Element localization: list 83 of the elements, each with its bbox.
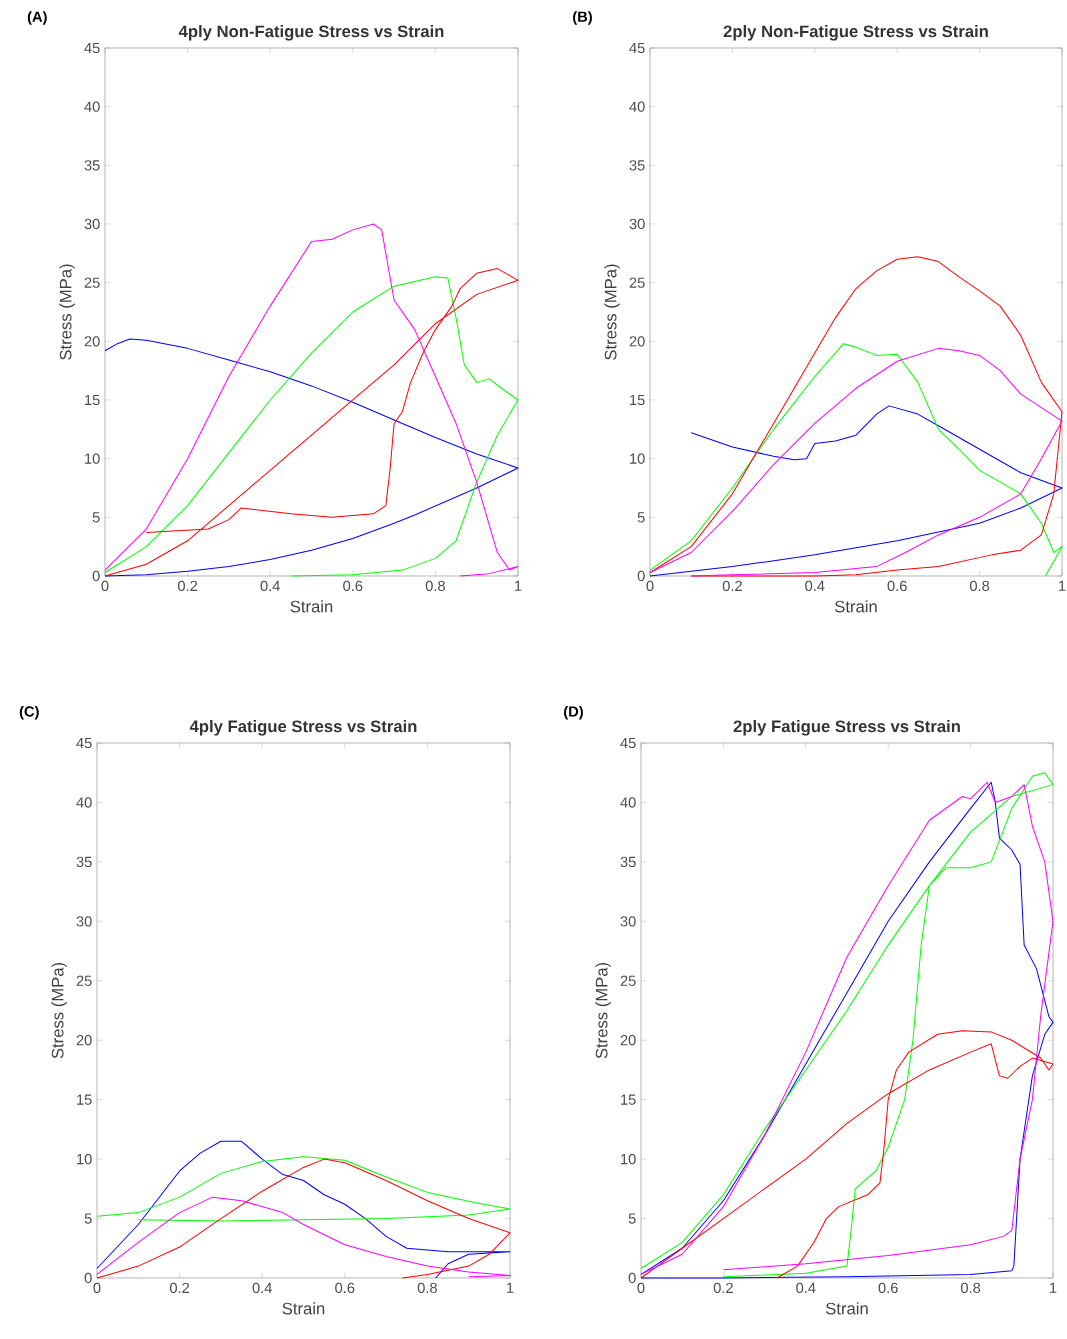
x-tick-label: 0.2 [713, 1282, 733, 1294]
x-tick-label: 0.8 [417, 1282, 437, 1294]
x-tick-label: 0.2 [169, 1282, 190, 1294]
y-tick-label: 10 [85, 453, 100, 464]
y-tick-label: 25 [76, 975, 92, 986]
y-tick-label: 0 [628, 1272, 636, 1284]
y-axis-title: Stress (MPa) [595, 962, 611, 1059]
x-tick-label: 0.6 [878, 1282, 898, 1294]
line-series [96, 1156, 511, 1222]
x-tick-label: 0.2 [177, 580, 198, 592]
x-tick-label: 0.4 [796, 1282, 816, 1294]
y-axis-title: Stress (MPa) [59, 264, 75, 360]
x-tick-label: 0.4 [252, 1282, 272, 1294]
y-tick-label: 15 [630, 394, 645, 406]
y-tick-label: 45 [629, 42, 645, 54]
y-tick-label: 25 [84, 277, 100, 288]
y-tick-label: 30 [76, 916, 92, 927]
x-axis-title: Strain [290, 600, 333, 613]
x-axis-title: Strain [282, 1302, 325, 1315]
y-tick-label: 45 [76, 737, 92, 749]
y-axis-title: Stress (MPa) [604, 264, 620, 360]
x-tick-label: 0.2 [722, 580, 742, 592]
y-tick-label: 40 [620, 797, 636, 808]
y-tick-label: 5 [92, 512, 100, 523]
y-tick-label: 35 [620, 856, 636, 868]
y-tick-label: 15 [621, 1094, 636, 1105]
x-axis-title: Strain [825, 1302, 868, 1315]
chart-title: 4ply Non-Fatigue Stress vs Strain [178, 25, 444, 41]
x-tick-label: 0.6 [335, 1282, 355, 1294]
y-tick-label: 30 [629, 218, 645, 230]
y-tick-label: 5 [628, 1213, 636, 1224]
x-tick-label: 0.8 [960, 1282, 981, 1294]
y-tick-label: 20 [76, 1035, 92, 1046]
text: (C) [19, 705, 39, 720]
x-tick-label: 0.4 [805, 580, 825, 592]
x-tick-label: 1 [515, 580, 522, 591]
y-tick-label: 0 [84, 1272, 92, 1284]
y-tick-label: 5 [637, 512, 645, 523]
y-tick-label: 5 [84, 1213, 92, 1224]
y-tick-label: 20 [84, 336, 100, 347]
y-tick-label: 40 [76, 797, 92, 808]
y-tick-label: 15 [77, 1094, 92, 1105]
x-tick-label: 0 [646, 580, 654, 592]
y-tick-label: 0 [92, 570, 100, 582]
text: (B) [573, 11, 592, 25]
line-series [649, 256, 1063, 577]
y-tick-label: 20 [620, 1035, 636, 1046]
x-tick-label: 1 [1059, 580, 1066, 591]
x-tick-label: 0.6 [887, 580, 907, 592]
y-tick-label: 45 [620, 737, 636, 749]
line-series [104, 338, 519, 577]
y-tick-label: 10 [621, 1153, 636, 1165]
y-tick-label: 45 [84, 42, 100, 54]
y-tick-label: 20 [629, 336, 645, 347]
y-tick-label: 35 [76, 856, 92, 868]
y-tick-label: 10 [630, 453, 645, 464]
y-tick-label: 35 [84, 160, 100, 171]
chart-title: 4ply Fatigue Stress vs Strain [189, 720, 417, 736]
text: (D) [564, 705, 583, 720]
x-axis-title: Strain [834, 600, 877, 613]
x-tick-label: 0.6 [343, 580, 363, 592]
y-tick-label: 30 [84, 218, 100, 230]
x-tick-label: 1 [1050, 1282, 1057, 1293]
y-tick-label: 25 [620, 975, 636, 986]
y-tick-label: 35 [629, 160, 645, 171]
text: (A) [27, 11, 47, 25]
y-axis-title: Stress (MPa) [51, 962, 67, 1059]
line-series [96, 1196, 511, 1278]
y-tick-label: 0 [637, 570, 645, 582]
chart-title: 2ply Non-Fatigue Stress vs Strain [723, 25, 988, 41]
x-tick-label: 0.8 [969, 580, 990, 592]
y-tick-label: 15 [85, 394, 100, 406]
x-tick-label: 0.4 [260, 580, 280, 592]
x-tick-label: 1 [507, 1282, 514, 1293]
y-tick-label: 10 [77, 1153, 92, 1165]
x-tick-label: 0 [101, 580, 109, 592]
line-series [649, 405, 1063, 577]
y-tick-label: 40 [84, 101, 100, 112]
y-tick-label: 40 [629, 101, 645, 112]
x-tick-label: 0.8 [425, 580, 445, 592]
y-tick-label: 25 [629, 277, 645, 288]
chart-title: 2ply Fatigue Stress vs Strain [733, 720, 960, 736]
y-tick-label: 30 [620, 916, 636, 927]
